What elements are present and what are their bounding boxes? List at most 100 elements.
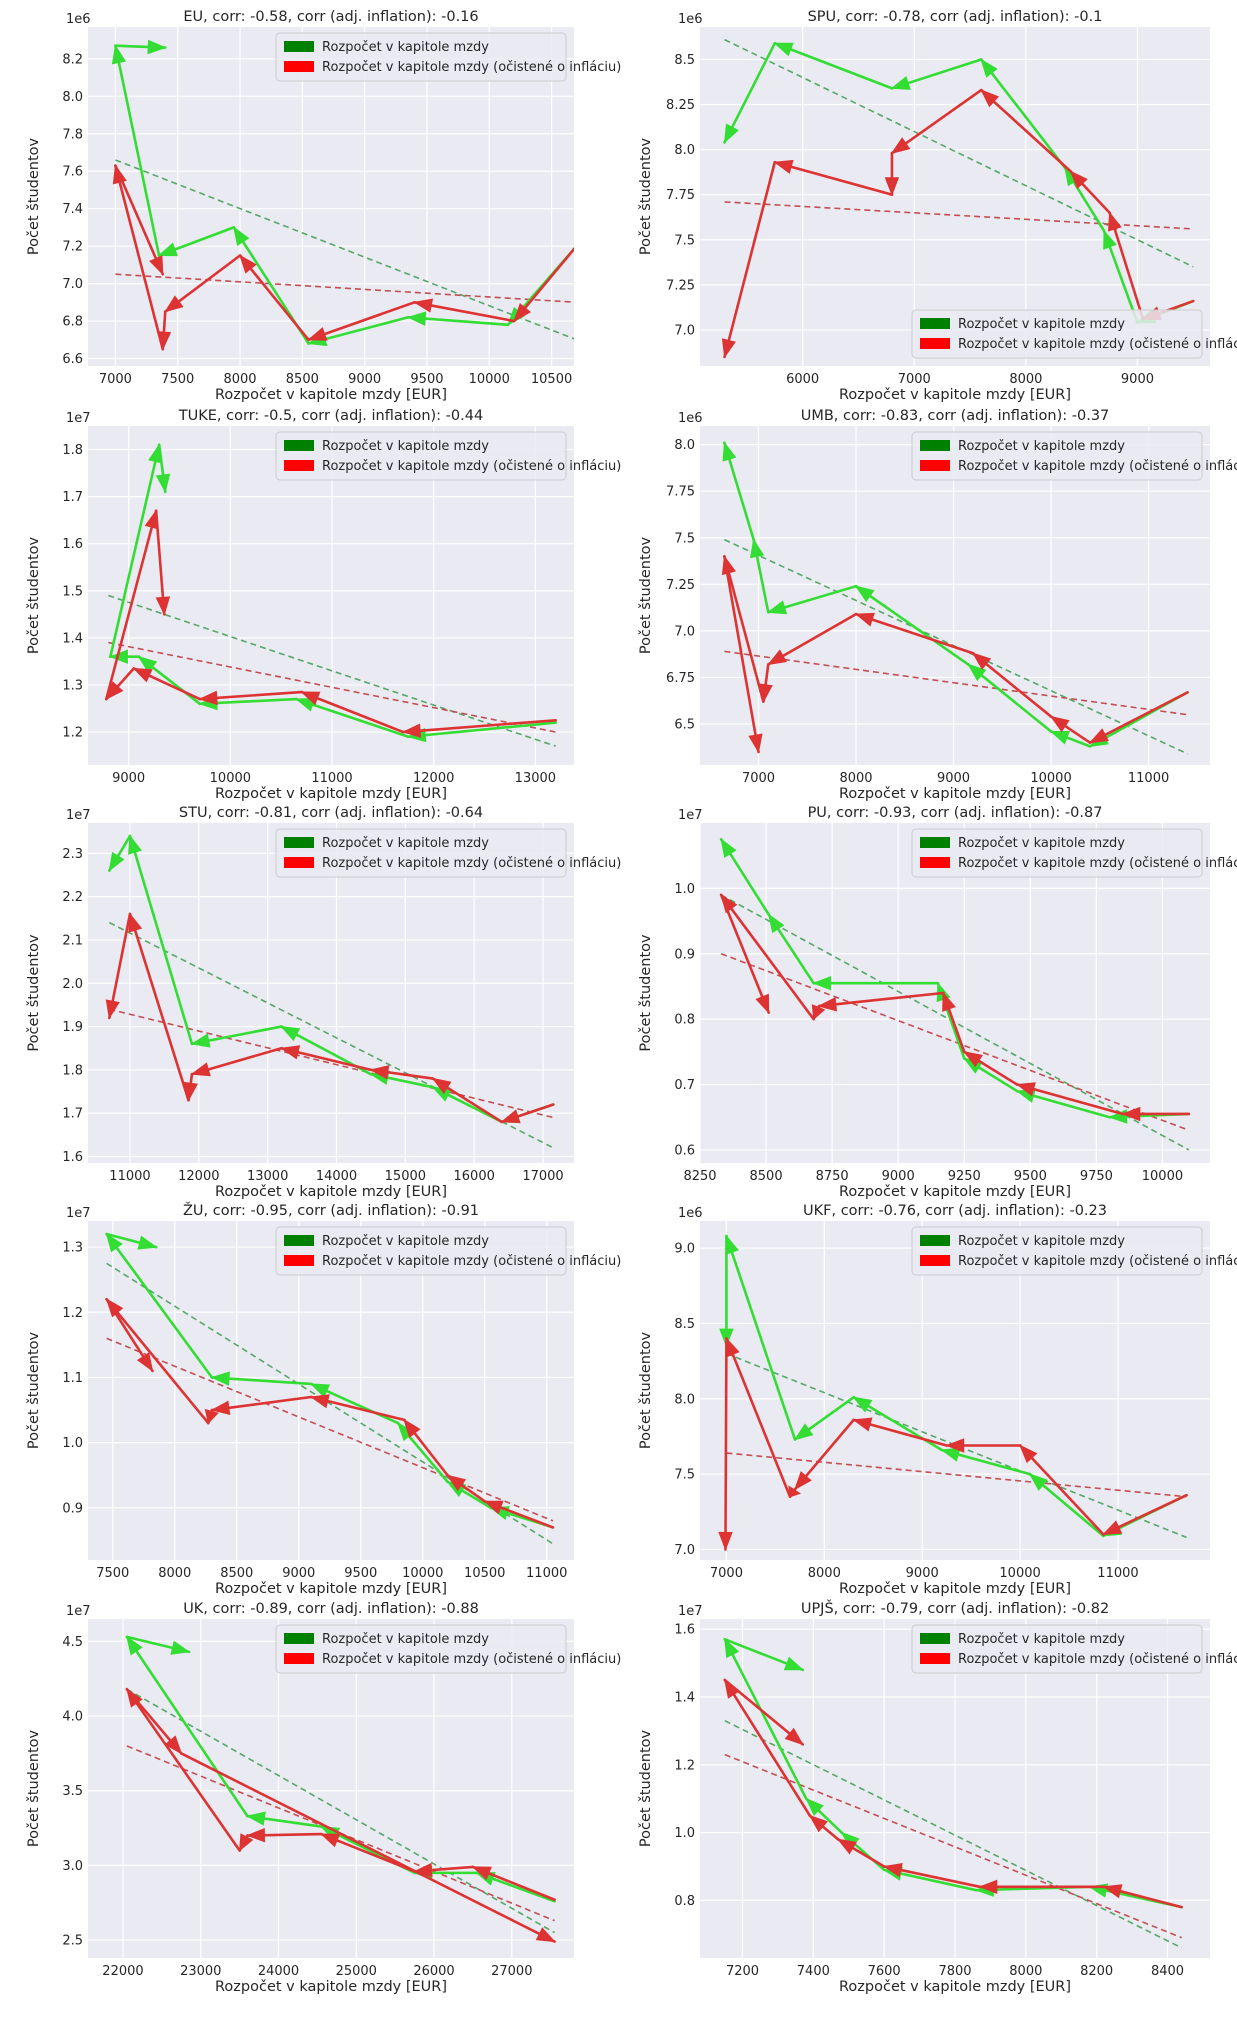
plot-content <box>111 39 574 351</box>
arrow-head <box>1015 1082 1036 1097</box>
arrow-head <box>309 1383 331 1398</box>
arrow-head <box>155 596 171 616</box>
chart-title: TUKE, corr: -0.5, corr (adj. inflation):… <box>178 408 483 424</box>
series-segment <box>128 834 194 1046</box>
y-tick-label: 7.2 <box>62 240 83 255</box>
y-scale-multiplier: 1e6 <box>678 1206 703 1221</box>
series-segment <box>723 555 760 754</box>
y-tick-label: 1.7 <box>62 1107 83 1122</box>
x-tick-label: 8000 <box>839 771 872 786</box>
y-tick-label: 6.8 <box>62 315 83 330</box>
y-tick-label: 7.0 <box>674 624 695 639</box>
legend-swatch <box>920 857 950 868</box>
trend-line <box>724 1753 1182 1939</box>
legend-label: Rozpočet v kapitole mzdy <box>958 317 1125 332</box>
y-tick-label: 0.8 <box>674 1013 695 1028</box>
arrow-head <box>137 655 158 674</box>
legend-label: Rozpočet v kapitole mzdy <box>322 836 489 851</box>
y-scale-multiplier: 1e6 <box>678 411 703 426</box>
y-tick-label: 4.0 <box>62 1710 83 1725</box>
legend: Rozpočet v kapitole mzdy Rozpočet v kapit… <box>911 309 1237 359</box>
y-tick-label: 2.2 <box>62 890 83 905</box>
chart-title: EU, corr: -0.58, corr (adj. inflation): … <box>183 9 478 25</box>
arrow-head <box>978 1879 998 1895</box>
x-tick-label: 10000 <box>1030 771 1071 786</box>
series-segment <box>890 88 983 155</box>
series-segment <box>238 254 310 342</box>
y-tick-label: 9.0 <box>674 1242 695 1257</box>
x-tick-label: 13000 <box>247 1169 288 1184</box>
x-tick-label: 26000 <box>413 1964 454 1979</box>
x-tick-label: 7800 <box>938 1964 971 1979</box>
trend-line <box>726 1352 1187 1539</box>
y-tick-label: 1.0 <box>62 1436 83 1451</box>
x-tick-label: 8000 <box>158 1566 191 1581</box>
x-tick-label: 8250 <box>683 1169 716 1184</box>
x-axis-label: Rozpočet v kapitole mzdy [EUR] <box>839 1581 1071 1597</box>
series-segment <box>105 1297 210 1425</box>
x-tick-label: 10000 <box>999 1566 1040 1581</box>
arrow-head <box>773 159 794 174</box>
arrow-head <box>1019 1444 1038 1464</box>
arrow-head <box>369 1065 390 1080</box>
series-segment <box>719 893 815 1021</box>
legend: Rozpočet v kapitole mzdy Rozpočet v kapit… <box>275 828 621 878</box>
y-tick-label: 1.2 <box>674 1758 695 1773</box>
arrow-head <box>190 1062 211 1077</box>
x-axis-label: Rozpočet v kapitole mzdy [EUR] <box>215 1184 447 1200</box>
x-tick-label: 11000 <box>1097 1566 1138 1581</box>
legend-label: Rozpočet v kapitole mzdy <box>322 40 489 55</box>
y-tick-label: 1.1 <box>62 1371 83 1386</box>
x-axis-label: Rozpočet v kapitole mzdy [EUR] <box>839 786 1071 802</box>
arrow-head <box>1088 728 1109 744</box>
x-tick-label: 8500 <box>220 1566 253 1581</box>
y-scale-multiplier: 1e7 <box>66 1206 91 1221</box>
y-tick-label: 0.9 <box>674 947 695 962</box>
x-tick-label: 17000 <box>522 1169 563 1184</box>
arrow-head <box>300 691 321 706</box>
legend-label: Rozpočet v kapitole mzdy (očistené o inf… <box>958 337 1237 352</box>
legend-box <box>911 828 1203 878</box>
x-tick-label: 7000 <box>742 771 775 786</box>
x-tick-label: 10000 <box>402 1566 443 1581</box>
x-tick-label: 8750 <box>816 1169 849 1184</box>
legend-box <box>911 431 1203 481</box>
arrow-head <box>210 1371 230 1386</box>
arrow-head <box>309 1394 330 1409</box>
arrow-head <box>882 1862 903 1878</box>
legend-swatch <box>920 1653 950 1664</box>
y-tick-label: 1.0 <box>674 1826 695 1841</box>
arrow-head <box>401 723 422 738</box>
x-tick-label: 8500 <box>750 1169 783 1184</box>
series-segment <box>854 584 970 666</box>
trend-line <box>109 1008 554 1119</box>
arrow-head <box>535 1927 556 1943</box>
y-axis-label: Počet študentov <box>26 934 42 1052</box>
y-tick-label: 7.5 <box>674 1468 695 1483</box>
x-axis-label: Rozpočet v kapitole mzdy [EUR] <box>215 1581 447 1597</box>
x-tick-label: 15000 <box>385 1169 426 1184</box>
legend-box <box>275 1624 567 1674</box>
y-tick-label: 1.8 <box>62 1063 83 1078</box>
arrow-head <box>812 975 832 991</box>
series-segment <box>114 164 165 351</box>
arrow-head <box>980 58 998 78</box>
arrow-head <box>155 473 171 494</box>
y-tick-label: 1.2 <box>62 1306 83 1321</box>
y-scale-multiplier: 1e7 <box>66 808 91 823</box>
chart-panel: 22000 23000 24000 25000 26000 27000 2.5 3.0 3.5 4… <box>26 1601 621 1995</box>
legend-label: Rozpočet v kapitole mzdy (očistené o inf… <box>322 1652 621 1667</box>
y-tick-label: 2.0 <box>62 977 83 992</box>
arrow-head <box>1049 715 1070 733</box>
series-segment <box>723 160 777 359</box>
x-tick-label: 11000 <box>109 1169 150 1184</box>
chart-panel: 7000 7500 8000 8500 9000 9500 10000 10500 6.6 6.8… <box>26 9 621 403</box>
legend-label: Rozpočet v kapitole mzdy (očistené o inf… <box>322 1254 621 1269</box>
y-tick-label: 7.75 <box>666 485 695 500</box>
plot-content <box>125 1635 556 1943</box>
arrow-head <box>483 1500 504 1515</box>
x-tick-label: 8000 <box>1009 1964 1042 1979</box>
chart-title: SPU, corr: -0.78, corr (adj. inflation):… <box>808 9 1103 25</box>
series-segment <box>854 612 975 655</box>
